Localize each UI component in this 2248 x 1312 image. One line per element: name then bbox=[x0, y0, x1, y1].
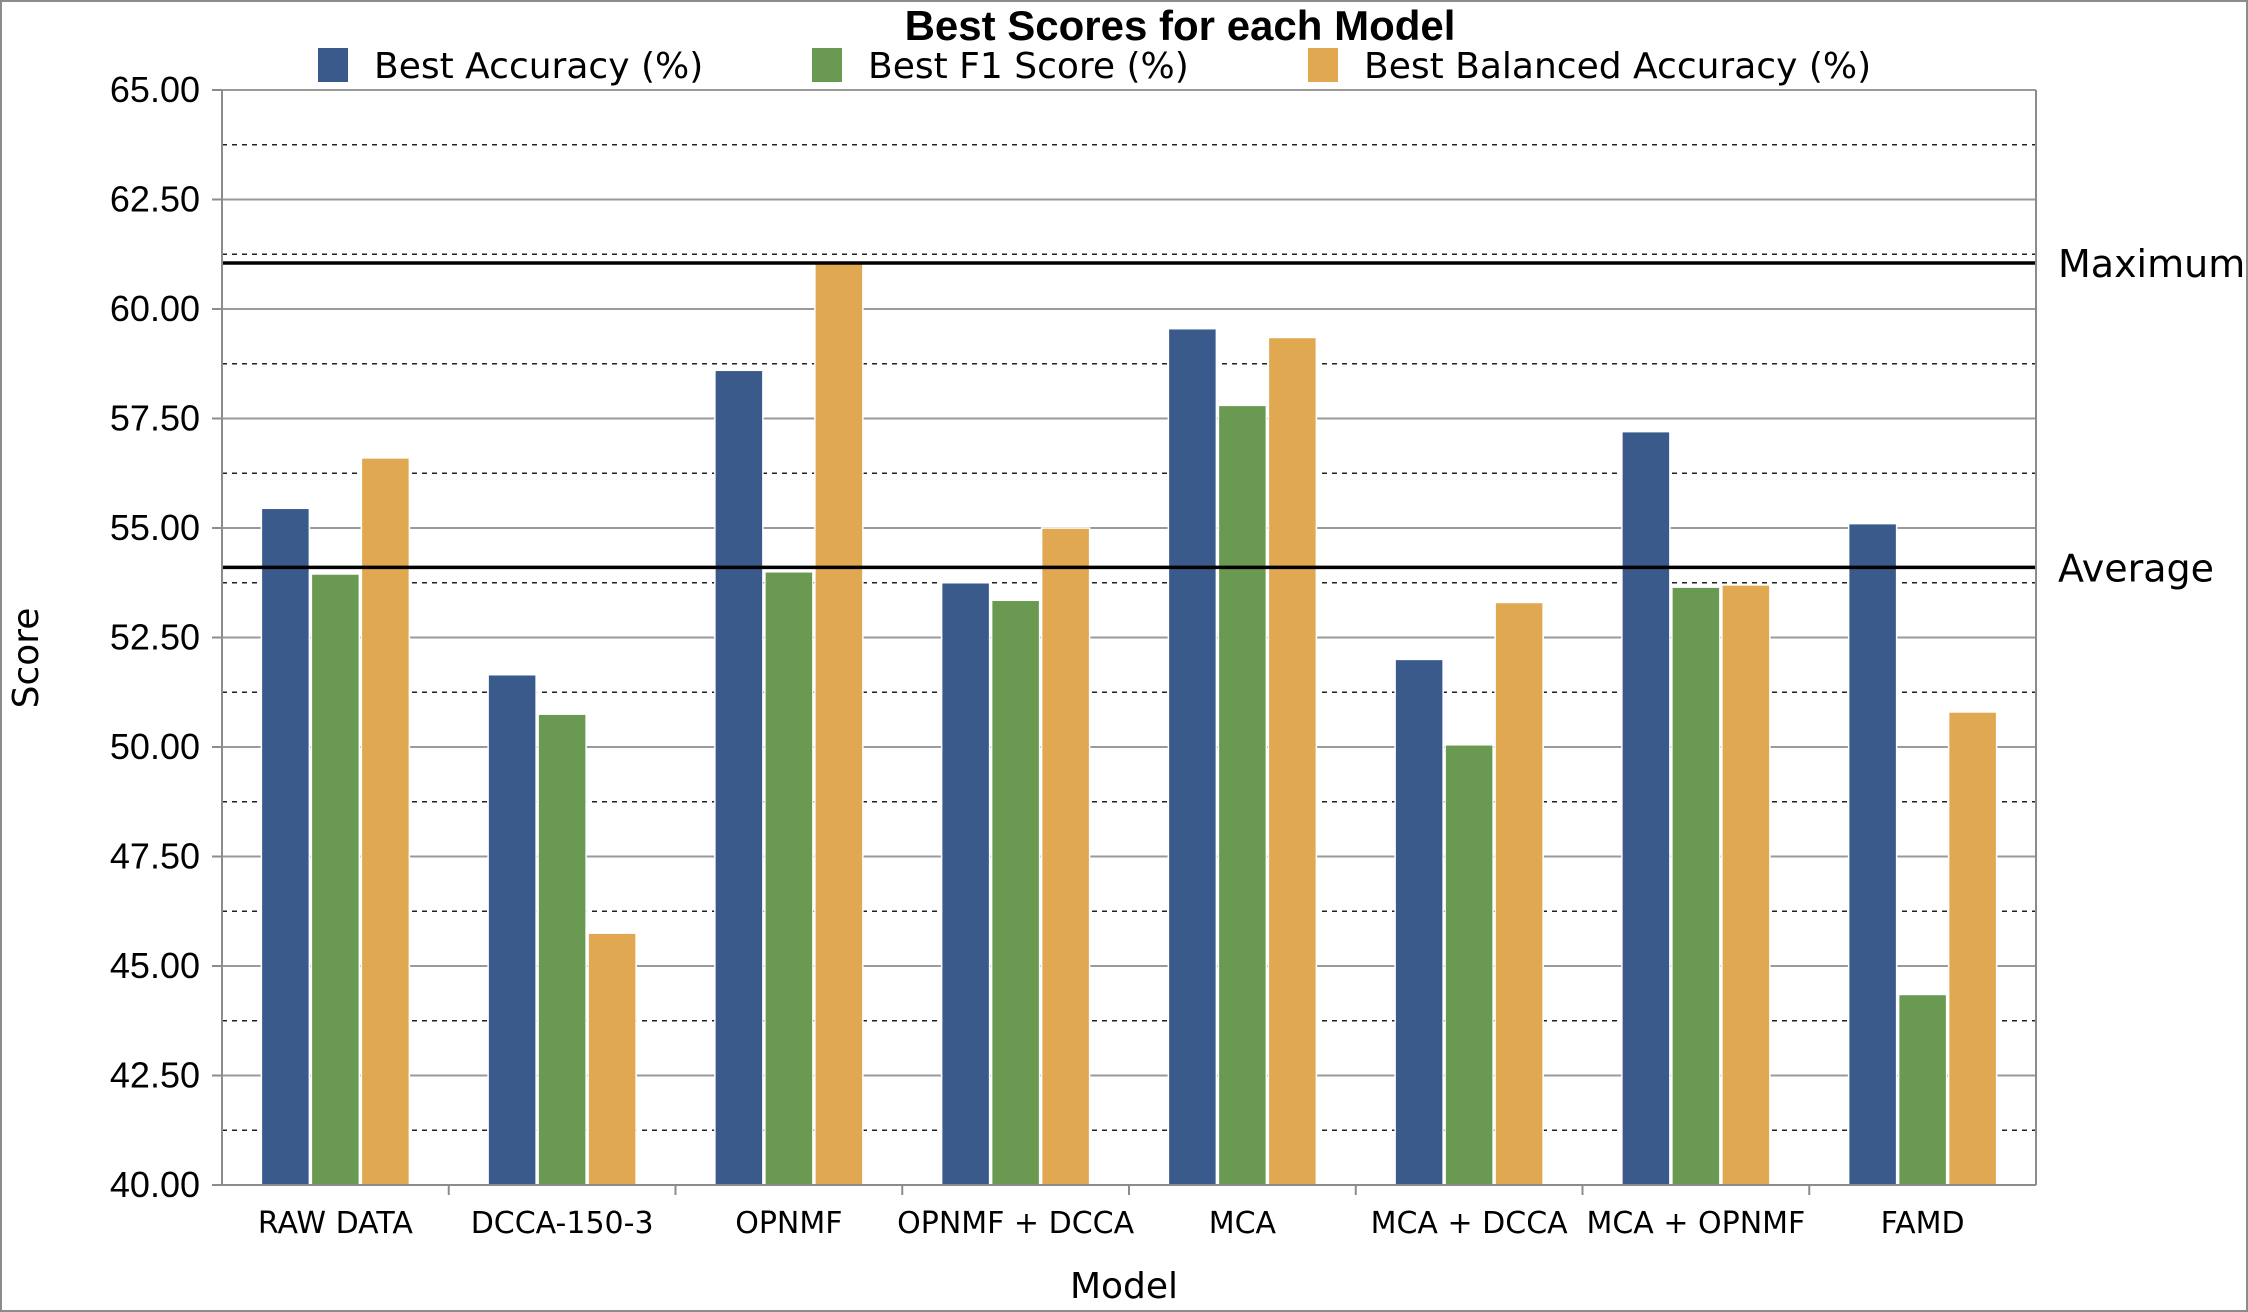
reference-line-label: Maximum bbox=[2058, 242, 2245, 286]
x-tick-label: DCCA-150-3 bbox=[471, 1206, 654, 1241]
x-tick-label: FAMD bbox=[1881, 1206, 1965, 1241]
bar bbox=[1671, 586, 1721, 1186]
y-tick-label: 55.00 bbox=[110, 507, 200, 548]
y-tick-label: 42.50 bbox=[110, 1055, 200, 1096]
bar bbox=[714, 369, 764, 1186]
legend-entry: Best F1 Score (%) bbox=[868, 46, 1189, 87]
axis-layer: 40.00 42.50 45.00 47.50 50.00 52.50 55.00 57.50… bbox=[110, 69, 2037, 1241]
bar bbox=[1267, 336, 1318, 1186]
bar bbox=[310, 573, 361, 1186]
reference-line-label: Average bbox=[2058, 546, 2214, 590]
chart-title: Best Scores for each Model bbox=[905, 2, 1456, 49]
x-axis-label: Model bbox=[1070, 1266, 1178, 1307]
y-tick-label: 60.00 bbox=[110, 288, 200, 329]
bar bbox=[1040, 527, 1091, 1186]
bar bbox=[1394, 658, 1444, 1186]
legend-swatch bbox=[318, 48, 348, 82]
bar bbox=[260, 507, 311, 1186]
legend-entry: Best Accuracy (%) bbox=[374, 46, 703, 87]
x-tick-label: MCA + OPNMF bbox=[1586, 1206, 1805, 1241]
x-tick-label: OPNMF + DCCA bbox=[897, 1206, 1134, 1241]
x-tick-label: OPNMF bbox=[735, 1206, 842, 1241]
bar bbox=[1897, 993, 1948, 1186]
bar bbox=[990, 599, 1041, 1186]
bar bbox=[1721, 584, 1771, 1186]
y-tick-label: 65.00 bbox=[110, 69, 200, 110]
y-tick-label: 47.50 bbox=[110, 836, 200, 877]
x-tick-label: RAW DATA bbox=[258, 1206, 413, 1241]
bar bbox=[814, 262, 864, 1186]
bar bbox=[940, 582, 991, 1186]
y-tick-label: 57.50 bbox=[110, 398, 200, 439]
legend: Best Accuracy (%) Best F1 Score (%) Best B… bbox=[318, 46, 1871, 87]
bars-layer bbox=[260, 262, 1998, 1186]
legend-swatch bbox=[1308, 48, 1338, 82]
bar bbox=[360, 457, 411, 1186]
bar bbox=[1621, 430, 1671, 1186]
y-tick-label: 52.50 bbox=[110, 617, 200, 658]
x-tick-label: MCA + DCCA bbox=[1371, 1206, 1569, 1241]
y-tick-label: 50.00 bbox=[110, 726, 200, 767]
bar bbox=[1167, 327, 1218, 1186]
bar bbox=[1217, 404, 1268, 1186]
bar bbox=[1494, 601, 1544, 1186]
bar bbox=[764, 571, 814, 1186]
bar bbox=[1444, 744, 1494, 1186]
bar bbox=[1847, 522, 1898, 1186]
y-tick-label: 45.00 bbox=[110, 945, 200, 986]
y-axis-label: Score bbox=[6, 608, 47, 709]
bar bbox=[537, 713, 587, 1186]
x-tick-label: MCA bbox=[1209, 1206, 1277, 1241]
bar bbox=[487, 673, 537, 1186]
bar bbox=[1947, 711, 1998, 1186]
y-tick-label: 62.50 bbox=[110, 179, 200, 220]
reference-lines-layer: Maximum Average bbox=[222, 242, 2245, 590]
legend-swatch bbox=[812, 48, 842, 82]
bar bbox=[587, 932, 637, 1186]
y-tick-label: 40.00 bbox=[110, 1164, 200, 1205]
legend-entry: Best Balanced Accuracy (%) bbox=[1364, 46, 1871, 87]
